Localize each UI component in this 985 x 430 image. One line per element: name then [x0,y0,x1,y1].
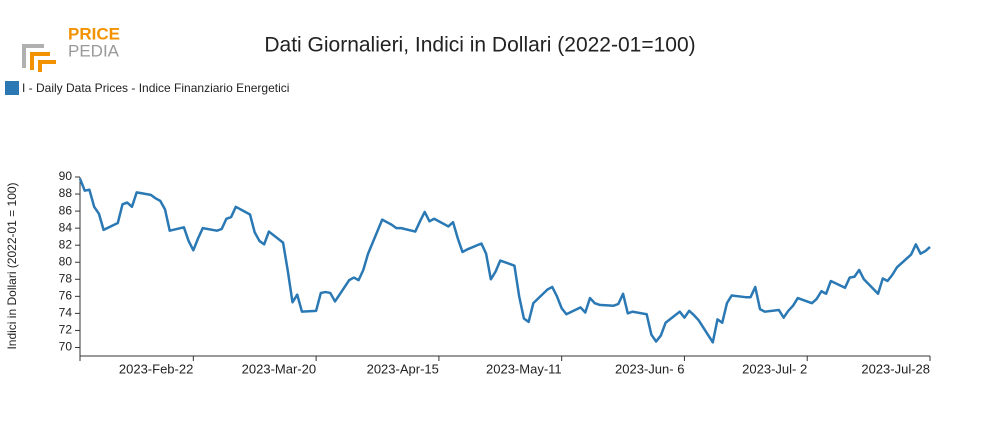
y-tick-label: 82 [59,237,73,251]
y-tick-label: 72 [59,323,73,337]
x-tick-label: 2023-Jul- 2 [742,361,807,376]
logo-mark [30,52,50,70]
y-tick-label: 70 [59,340,73,354]
x-tick-label: 2023-Jun- 6 [615,361,684,376]
legend-swatch [5,81,19,95]
x-tick-label: 2023-May-11 [486,361,562,376]
y-tick-label: 76 [59,289,73,303]
y-axis-label: Indici in Dollari (2022-01 = 100) [5,182,19,349]
x-tick-label: 2023-Apr-15 [367,361,439,376]
logo-mark [22,44,44,68]
y-tick-label: 90 [59,169,73,183]
logo-text: PEDIA [68,41,120,60]
y-tick-label: 88 [59,186,73,200]
x-tick-label: 2023-Mar-20 [242,361,316,376]
x-tick-label: 2023-Jul-28 [861,361,930,376]
y-tick-label: 86 [59,203,73,217]
legend-label: I - Daily Data Prices - Indice Finanziar… [22,81,289,95]
y-tick-label: 78 [59,271,73,285]
data-line [78,178,931,344]
logo-mark [38,60,56,72]
y-tick-label: 80 [59,254,73,268]
x-tick-label: 2023-Feb-22 [119,361,193,376]
y-tick-label: 84 [59,220,73,234]
logo-text: PRICE [68,24,120,43]
y-tick-label: 74 [59,306,73,320]
logo: PRICE PEDIA [22,24,120,72]
chart-title: Dati Giornalieri, Indici in Dollari (202… [264,34,695,57]
